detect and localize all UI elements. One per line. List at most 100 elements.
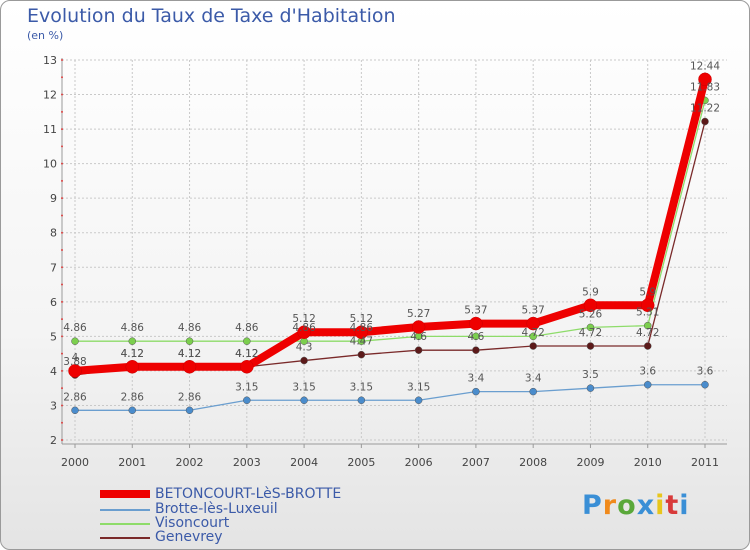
y-tick-label: 8	[50, 227, 57, 240]
data-label-brotte-l-s-luxeuil: 3.4	[468, 373, 485, 385]
y-axis-minor-tick	[61, 128, 63, 131]
legend-swatch-genevrey	[100, 537, 150, 539]
y-tick-label: 10	[43, 158, 57, 171]
logo-letter: o	[617, 490, 637, 521]
data-label-visoncourt: 5.26	[579, 308, 603, 320]
data-label-visoncourt: 4.86	[178, 322, 202, 334]
data-point-betoncourt-l-s-brotte	[297, 325, 311, 339]
data-point-brotte-l-s-luxeuil	[586, 384, 595, 392]
y-axis-minor-tick	[61, 387, 63, 390]
logo-letter: x	[636, 490, 656, 521]
data-point-genevrey	[472, 346, 480, 354]
legend-item-visoncourt: Visoncourt	[100, 515, 420, 531]
data-point-betoncourt-l-s-brotte	[182, 360, 197, 374]
series-line-visoncourt	[74, 99, 706, 342]
y-axis-minor-tick	[61, 421, 63, 424]
data-label-betoncourt-l-s-brotte: 5.37	[521, 305, 544, 317]
data-label-genevrey: 4.6	[410, 331, 427, 343]
data-point-brotte-l-s-luxeuil	[300, 396, 308, 405]
data-label-betoncourt-l-s-brotte: 12.44	[690, 60, 720, 72]
y-tick-label: 11	[43, 123, 57, 136]
x-tick-label: 2000	[61, 456, 89, 469]
data-point-visoncourt	[71, 337, 79, 345]
y-axis-minor-tick	[61, 300, 63, 303]
data-label-visoncourt: 4.86	[235, 322, 259, 334]
data-point-betoncourt-l-s-brotte	[583, 298, 598, 313]
y-axis-minor-tick	[61, 110, 63, 113]
y-axis-minor-tick	[61, 369, 63, 372]
legend-swatch-betoncourt	[100, 490, 150, 498]
data-point-brotte-l-s-luxeuil	[185, 406, 194, 415]
data-label-brotte-l-s-luxeuil: 3.4	[525, 373, 542, 385]
x-tick-label: 2010	[634, 456, 662, 469]
y-tick-label: 12	[43, 89, 57, 102]
data-label-betoncourt-l-s-brotte: 5.9	[639, 286, 656, 298]
x-tick-label: 2005	[347, 456, 375, 469]
y-axis-minor-tick	[61, 335, 63, 338]
y-tick-label: 4	[50, 365, 57, 378]
data-point-betoncourt-l-s-brotte	[240, 360, 254, 374]
data-label-brotte-l-s-luxeuil: 3.15	[292, 381, 315, 393]
data-label-genevrey: 4.72	[521, 327, 544, 339]
y-axis-minor-tick	[61, 249, 63, 251]
data-point-visoncourt	[185, 337, 194, 345]
data-point-brotte-l-s-luxeuil	[71, 406, 79, 415]
y-axis-minor-tick	[61, 283, 63, 286]
series-line-genevrey	[74, 120, 706, 376]
y-tick-label: 13	[43, 54, 57, 67]
y-axis-minor-tick	[61, 439, 63, 441]
chart-title: Evolution du Taux de Taxe d'Habitation	[27, 5, 396, 27]
data-label-genevrey: 3.88	[63, 356, 86, 368]
data-label-betoncourt-l-s-brotte: 5.12	[350, 313, 373, 325]
data-point-visoncourt	[472, 332, 480, 341]
legend-label-visoncourt: Visoncourt	[155, 515, 230, 531]
data-point-betoncourt-l-s-brotte	[698, 72, 712, 87]
data-label-betoncourt-l-s-brotte: 4.12	[235, 348, 258, 360]
data-point-betoncourt-l-s-brotte	[526, 316, 540, 331]
logo-letter: i	[679, 490, 690, 521]
data-label-betoncourt-l-s-brotte: 4.12	[178, 348, 201, 360]
x-tick-label: 2001	[118, 456, 146, 469]
logo-letter: t	[665, 490, 680, 521]
data-point-betoncourt-l-s-brotte	[125, 360, 140, 374]
data-label-betoncourt-l-s-brotte: 5.12	[292, 313, 315, 325]
data-label-brotte-l-s-luxeuil: 3.5	[582, 369, 599, 381]
legend-item-betoncourt: BETONCOURT-LèS-BROTTE	[100, 486, 420, 502]
logo-letter: i	[655, 490, 666, 521]
data-label-betoncourt-l-s-brotte: 4.12	[121, 348, 144, 360]
data-point-visoncourt	[643, 321, 652, 330]
y-tick-label: 5	[50, 330, 57, 343]
data-label-genevrey: 4.12	[121, 348, 144, 360]
data-label-visoncourt: 4.86	[121, 322, 145, 334]
legend-item-genevrey: Genevrey	[100, 529, 420, 545]
y-axis-minor-tick	[61, 197, 63, 200]
data-point-brotte-l-s-luxeuil	[529, 387, 537, 396]
data-point-brotte-l-s-luxeuil	[701, 380, 709, 389]
series-line-brotte-l-s-luxeuil	[74, 384, 706, 411]
data-label-genevrey: 11.22	[690, 102, 720, 114]
y-axis-minor-tick	[61, 162, 63, 165]
y-tick-label: 6	[50, 296, 57, 309]
y-axis-minor-tick	[61, 93, 63, 96]
data-point-betoncourt-l-s-brotte	[411, 320, 426, 334]
proxiti-logo: Proxiti	[582, 490, 690, 521]
x-tick-label: 2002	[176, 456, 204, 469]
y-axis-minor-tick	[61, 352, 63, 355]
data-label-brotte-l-s-luxeuil: 3.15	[350, 381, 373, 393]
data-label-visoncourt: 11.83	[690, 81, 720, 93]
legend-label-brotte: Brotte-lès-Luxeuil	[155, 501, 278, 517]
y-axis-label: (en %)	[27, 29, 64, 42]
data-label-genevrey: 4.72	[636, 327, 659, 339]
data-point-brotte-l-s-luxeuil	[472, 387, 480, 396]
data-label-genevrey: 4.72	[579, 327, 602, 339]
data-label-visoncourt: 4.86	[350, 322, 374, 334]
logo-letter: r	[602, 490, 618, 521]
data-label-genevrey: 4.6	[468, 331, 485, 343]
x-tick-label: 2008	[519, 456, 547, 469]
x-tick-label: 2003	[233, 456, 261, 469]
y-axis-minor-tick	[61, 179, 63, 182]
data-point-brotte-l-s-luxeuil	[643, 380, 652, 389]
data-point-brotte-l-s-luxeuil	[243, 396, 251, 405]
data-point-genevrey	[357, 350, 366, 359]
